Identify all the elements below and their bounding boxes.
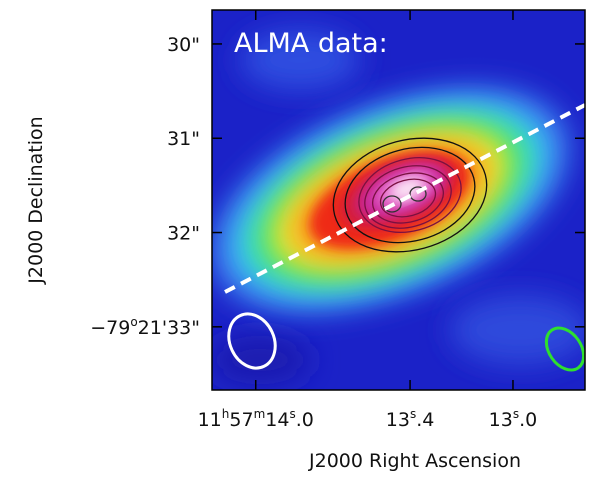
tick-label-part: .0 (519, 409, 537, 431)
beam-green (544, 326, 585, 372)
tick-label-part: h (222, 407, 230, 421)
tick-label-part: 14 (265, 409, 289, 431)
tick-label-part: 13 (386, 409, 410, 431)
tick-label-part: −79 (90, 317, 130, 339)
tick-label-part: m (254, 407, 266, 421)
y-tick-label: 30" (167, 34, 200, 56)
x-tick-label: 13s.4 (386, 407, 435, 431)
tick-label-part: 32" (167, 223, 200, 245)
x-tick-label: 13s.0 (489, 407, 538, 431)
tick-label-part: 21'33" (138, 317, 200, 339)
tick-label-part: s (289, 407, 295, 421)
x-tick-label: 11h57m14s.0 (198, 407, 314, 431)
dashed-axis (224, 103, 585, 294)
tick-label-part: s (513, 407, 519, 421)
x-axis-label: J2000 Right Ascension (308, 450, 521, 472)
y-tick-label: 32" (167, 223, 200, 245)
tick-label-part: s (410, 407, 416, 421)
tick-label-part: o (130, 315, 137, 329)
annotation: ALMA data: (234, 28, 388, 59)
tick-label-part: .0 (296, 409, 314, 431)
y-tick-label: 31" (167, 128, 200, 150)
contours (332, 137, 488, 253)
tick-label-part: 11 (198, 409, 222, 431)
tick-label-part: 30" (167, 34, 200, 56)
tick-label-part: 31" (167, 128, 200, 150)
tick-label-part: .4 (416, 409, 434, 431)
tick-label-part: 13 (489, 409, 513, 431)
image (212, 10, 585, 390)
beam-white (227, 312, 277, 370)
tick-label-part: 57 (229, 409, 253, 431)
y-tick-label: −79o21'33" (90, 315, 200, 339)
ticks: 30"31"32"−79o21'33"11h57m14s.0 13s.4 13s.0 (90, 10, 585, 431)
frame (211, 9, 586, 391)
y-axis-label: J2000 Declination (25, 116, 47, 284)
